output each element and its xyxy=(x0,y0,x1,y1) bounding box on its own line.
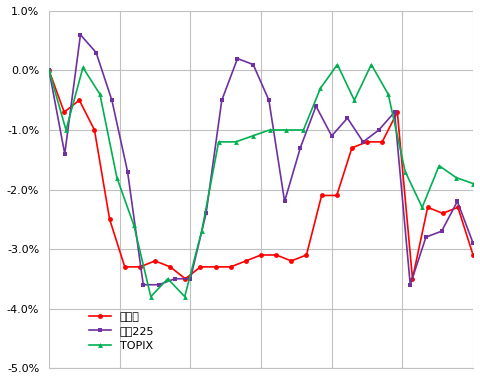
持ち株 xyxy=(76,98,82,102)
持ち株 xyxy=(182,277,188,281)
持ち株 xyxy=(364,139,370,144)
TOPIX xyxy=(284,128,289,132)
Line: 持ち株: 持ち株 xyxy=(47,68,476,281)
日経225 xyxy=(439,229,444,234)
持ち株 xyxy=(349,146,355,150)
持ち株 xyxy=(288,259,294,263)
持ち株 xyxy=(213,264,218,269)
日経225 xyxy=(298,146,303,150)
TOPIX xyxy=(80,65,86,70)
持ち株 xyxy=(319,193,324,198)
TOPIX xyxy=(216,139,222,144)
TOPIX xyxy=(114,175,120,180)
日経225 xyxy=(109,98,115,102)
持ち株 xyxy=(258,253,264,257)
TOPIX xyxy=(385,92,391,96)
TOPIX xyxy=(267,128,273,132)
持ち株 xyxy=(243,259,249,263)
日経225 xyxy=(408,282,413,287)
持ち株 xyxy=(107,217,112,221)
日経225 xyxy=(203,211,209,216)
Line: 日経225: 日経225 xyxy=(47,32,476,287)
日経225 xyxy=(235,56,240,61)
持ち株 xyxy=(334,193,340,198)
日経225 xyxy=(93,50,99,55)
持ち株 xyxy=(92,128,97,132)
持ち株 xyxy=(425,205,431,210)
TOPIX xyxy=(436,163,442,168)
TOPIX xyxy=(97,92,103,96)
日経225 xyxy=(46,68,52,73)
日経225 xyxy=(360,139,366,144)
日経225 xyxy=(423,235,429,239)
持ち株 xyxy=(228,264,234,269)
TOPIX xyxy=(182,295,188,299)
TOPIX xyxy=(199,229,204,234)
日経225 xyxy=(219,98,225,102)
日経225 xyxy=(140,282,146,287)
TOPIX xyxy=(335,62,340,67)
日経225 xyxy=(266,98,272,102)
日経225 xyxy=(250,62,256,67)
TOPIX xyxy=(250,134,255,138)
日経225 xyxy=(78,32,84,37)
TOPIX xyxy=(46,68,52,73)
持ち株 xyxy=(409,277,415,281)
日経225 xyxy=(282,199,288,204)
TOPIX xyxy=(233,139,239,144)
日経225 xyxy=(376,128,382,132)
持ち株 xyxy=(61,110,67,114)
Line: TOPIX: TOPIX xyxy=(47,62,476,299)
日経225 xyxy=(345,116,350,120)
持ち株 xyxy=(168,264,173,269)
日経225 xyxy=(329,134,335,138)
日経225 xyxy=(188,277,193,281)
日経225 xyxy=(392,110,397,114)
日経225 xyxy=(125,170,131,174)
持ち株 xyxy=(46,68,52,73)
日経225 xyxy=(470,241,476,245)
TOPIX xyxy=(369,62,374,67)
TOPIX xyxy=(453,175,459,180)
持ち株 xyxy=(455,205,461,210)
TOPIX xyxy=(148,295,154,299)
持ち株 xyxy=(379,139,385,144)
持ち株 xyxy=(152,259,158,263)
Legend: 持ち株, 日経225, TOPIX: 持ち株, 日経225, TOPIX xyxy=(84,307,159,355)
日経225 xyxy=(62,152,68,156)
日経225 xyxy=(156,282,162,287)
日経225 xyxy=(313,104,319,109)
持ち株 xyxy=(440,211,445,216)
TOPIX xyxy=(318,86,324,91)
持ち株 xyxy=(122,264,128,269)
TOPIX xyxy=(402,170,408,174)
TOPIX xyxy=(351,98,357,102)
TOPIX xyxy=(300,128,306,132)
日経225 xyxy=(172,277,178,281)
TOPIX xyxy=(165,277,171,281)
TOPIX xyxy=(420,205,425,210)
持ち株 xyxy=(273,253,279,257)
持ち株 xyxy=(137,264,143,269)
TOPIX xyxy=(131,223,137,227)
持ち株 xyxy=(470,253,476,257)
TOPIX xyxy=(63,128,69,132)
持ち株 xyxy=(198,264,204,269)
持ち株 xyxy=(395,110,400,114)
日経225 xyxy=(455,199,460,204)
TOPIX xyxy=(470,181,476,186)
持ち株 xyxy=(303,253,309,257)
